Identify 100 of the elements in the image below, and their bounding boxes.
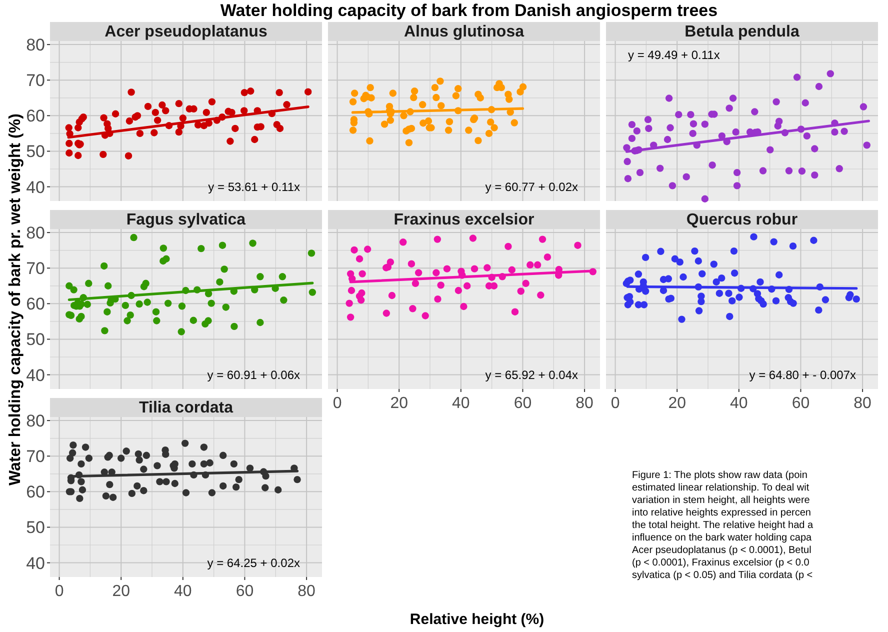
- point: [388, 292, 396, 300]
- point: [294, 476, 301, 484]
- point: [470, 265, 478, 272]
- point: [85, 454, 93, 462]
- y-tick-label: 50: [26, 330, 45, 350]
- point: [117, 454, 125, 462]
- point: [208, 489, 216, 496]
- point: [484, 264, 491, 272]
- text: into relative heights expressed in percen: [632, 508, 811, 518]
- point: [154, 462, 161, 470]
- point: [534, 261, 542, 269]
- point: [78, 460, 85, 468]
- y-tick-label: 50: [26, 142, 45, 162]
- y-tick-label: 40: [26, 554, 45, 573]
- x-tick-label: 0: [332, 395, 342, 412]
- point: [386, 258, 394, 266]
- point: [78, 486, 86, 494]
- point: [517, 288, 524, 295]
- point: [412, 280, 420, 287]
- point: [382, 310, 390, 317]
- point: [574, 242, 582, 249]
- text: (p < 0.0001), Fraxinus excelsior (p < 0.0: [632, 558, 810, 568]
- point: [134, 482, 141, 490]
- text: Water holding capacity of bark pr. wet weight (%): [7, 114, 24, 486]
- x-tick-label: 40: [730, 395, 748, 412]
- y-tick-label: 80: [26, 36, 45, 55]
- point: [408, 260, 416, 268]
- point: [200, 444, 208, 451]
- point: [188, 460, 196, 468]
- point: [538, 236, 546, 243]
- point: [454, 286, 462, 294]
- point: [156, 478, 164, 486]
- chart-title: Betula pendula: [684, 24, 800, 40]
- point: [348, 286, 356, 294]
- annotation: y = 60.91 + 0.06x: [207, 368, 300, 382]
- x-tick-label: 60: [514, 395, 532, 412]
- point: [76, 494, 84, 502]
- point: [140, 466, 148, 473]
- text: the total height. The relative height had a: [632, 520, 814, 531]
- y-tick-label: 60: [26, 482, 45, 502]
- annotation: y = 64.25 + 0.02x: [207, 556, 300, 570]
- point: [78, 478, 85, 486]
- point: [102, 492, 110, 500]
- x-tick-label: 60: [236, 583, 254, 600]
- point: [68, 449, 76, 457]
- point: [357, 296, 365, 304]
- point: [522, 280, 530, 287]
- chart-title: Alnus glutinosa: [404, 24, 524, 40]
- text: sylvatica (p < 0.05) and Tilia cordata (p <: [632, 570, 813, 581]
- point: [142, 452, 150, 459]
- point: [434, 236, 442, 243]
- point: [460, 302, 468, 310]
- text: Relative height (%): [410, 611, 544, 628]
- point: [219, 482, 227, 490]
- point: [182, 489, 190, 496]
- point: [66, 454, 74, 462]
- point: [504, 242, 512, 250]
- x-tick-label: 20: [668, 395, 686, 412]
- y-tick-label: 80: [26, 224, 45, 243]
- text: Acer pseudoplatanus (p < 0.0001), Betul: [632, 545, 812, 556]
- text: Water holding capacity of bark from Danish angiosperm trees: [220, 1, 718, 20]
- x-tick-label: 20: [390, 395, 408, 412]
- annotation: y = 60.77 + 0.02x: [485, 180, 578, 194]
- point: [235, 476, 242, 484]
- point: [274, 486, 282, 494]
- y-tick-label: 40: [26, 178, 45, 197]
- point: [364, 246, 372, 253]
- x-tick-label: 40: [174, 583, 192, 600]
- annotation: y = 64.80 + - 0.007x: [749, 368, 856, 382]
- point: [128, 490, 136, 498]
- point: [200, 460, 208, 468]
- point: [106, 480, 114, 488]
- point: [537, 292, 544, 299]
- x-tick-label: 80: [298, 583, 316, 600]
- point: [414, 269, 422, 276]
- point: [400, 238, 407, 246]
- y-tick-label: 60: [26, 294, 45, 314]
- x-tick-label: 80: [854, 395, 872, 412]
- point: [162, 450, 170, 458]
- point: [437, 282, 444, 289]
- point: [162, 478, 170, 486]
- point: [526, 261, 534, 269]
- y-tick-label: 70: [26, 447, 45, 466]
- point: [206, 459, 214, 466]
- point: [262, 484, 269, 492]
- point: [232, 483, 240, 491]
- point: [346, 314, 354, 321]
- point: [422, 312, 429, 320]
- point: [508, 266, 516, 274]
- point: [469, 234, 477, 242]
- text: variation in stem height, all heights were: [632, 495, 810, 506]
- point: [82, 444, 90, 451]
- point: [346, 300, 353, 307]
- point: [219, 452, 227, 459]
- chart-title: Fraxinus excelsior: [394, 212, 534, 228]
- x-tick-label: 0: [54, 583, 64, 600]
- chart-title: Tilia cordata: [139, 400, 234, 416]
- point: [136, 456, 143, 464]
- x-tick-label: 80: [576, 395, 594, 412]
- chart-title: Acer pseudoplatanus: [104, 24, 268, 40]
